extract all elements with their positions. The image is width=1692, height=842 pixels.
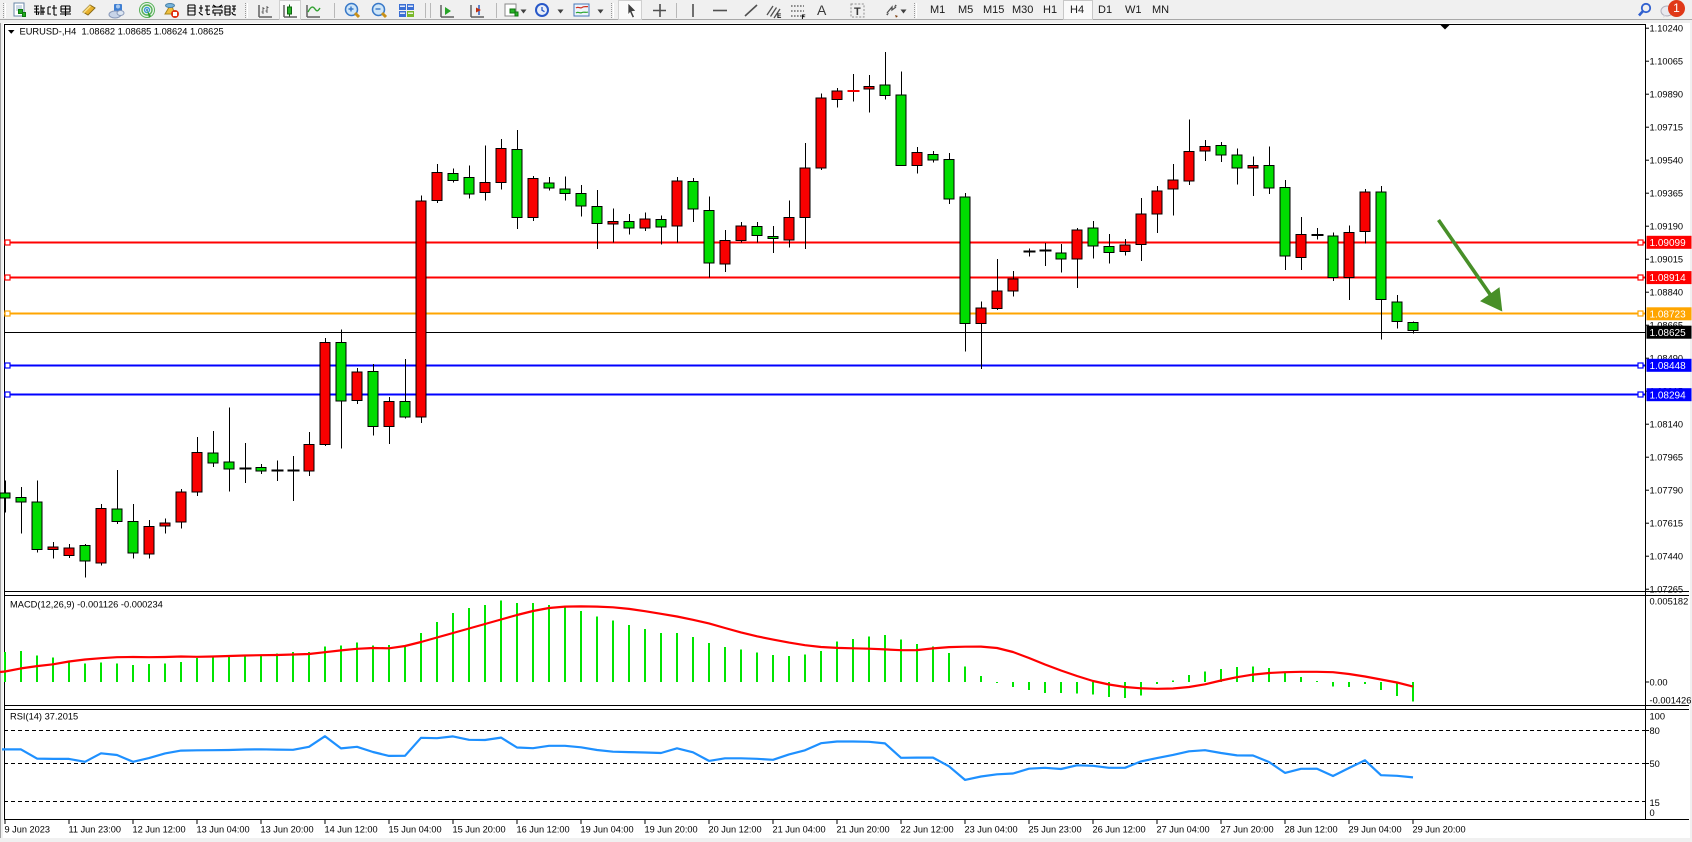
svg-text:19 Jun 20:00: 19 Jun 20:00 [645,824,698,834]
svg-text:9 Jun 2023: 9 Jun 2023 [5,824,50,834]
svg-text:T: T [854,6,861,18]
svg-text:1.09540: 1.09540 [1650,156,1684,166]
svg-text:1.07790: 1.07790 [1650,486,1684,496]
svg-text:50: 50 [1650,759,1660,769]
svg-text:1.09715: 1.09715 [1650,123,1684,133]
svg-text:100: 100 [1650,712,1666,722]
svg-text:1.07615: 1.07615 [1650,519,1684,529]
svg-text:1.07440: 1.07440 [1650,552,1684,562]
svg-text:1.09890: 1.09890 [1650,90,1684,100]
svg-text:21 Jun 20:00: 21 Jun 20:00 [837,824,890,834]
svg-text:27 Jun 04:00: 27 Jun 04:00 [1157,824,1210,834]
svg-text:11 Jun 23:00: 11 Jun 23:00 [69,824,121,834]
svg-text:22 Jun 12:00: 22 Jun 12:00 [901,824,954,834]
svg-text:1.08723: 1.08723 [1650,309,1687,320]
svg-text:80: 80 [1650,726,1660,736]
svg-text:12 Jun 12:00: 12 Jun 12:00 [133,824,186,834]
svg-text:0.005182: 0.005182 [1650,597,1689,607]
svg-text:1.10065: 1.10065 [1650,57,1684,67]
svg-text:MACD(12,26,9) -0.001126 -0.000: MACD(12,26,9) -0.001126 -0.000234 [10,599,163,609]
svg-text:27 Jun 20:00: 27 Jun 20:00 [1221,824,1274,834]
svg-text:0: 0 [1650,808,1655,818]
svg-text:RSI(14) 37.2015: RSI(14) 37.2015 [10,712,78,722]
svg-text:28 Jun 12:00: 28 Jun 12:00 [1285,824,1338,834]
svg-text:29 Jun 20:00: 29 Jun 20:00 [1413,824,1466,834]
svg-text:1.09099: 1.09099 [1650,238,1687,249]
svg-text:25 Jun 23:00: 25 Jun 23:00 [1029,824,1082,834]
svg-text:1.08294: 1.08294 [1650,390,1687,401]
svg-text:1.08140: 1.08140 [1650,420,1684,430]
svg-text:16 Jun 12:00: 16 Jun 12:00 [517,824,570,834]
svg-text:13 Jun 04:00: 13 Jun 04:00 [197,824,250,834]
svg-text:15: 15 [1650,798,1660,808]
svg-text:1.07265: 1.07265 [1650,585,1684,595]
svg-text:1.09015: 1.09015 [1650,255,1684,265]
svg-text:EURUSD-,H4 1.08682 1.08685 1.: EURUSD-,H4 1.08682 1.08685 1.08624 1.086… [20,27,224,37]
svg-text:19 Jun 04:00: 19 Jun 04:00 [581,824,634,834]
svg-text:1.10240: 1.10240 [1650,24,1684,34]
svg-text:21 Jun 04:00: 21 Jun 04:00 [773,824,826,834]
svg-text:1.07965: 1.07965 [1650,453,1684,463]
svg-text:15 Jun 20:00: 15 Jun 20:00 [453,824,506,834]
svg-text:1.08448: 1.08448 [1650,361,1687,372]
svg-text:-0.001426: -0.001426 [1650,695,1692,705]
svg-text:20 Jun 12:00: 20 Jun 12:00 [709,824,762,834]
svg-text:1.09365: 1.09365 [1650,189,1684,199]
svg-text:29 Jun 04:00: 29 Jun 04:00 [1349,824,1402,834]
svg-text:1.08665: 1.08665 [1650,321,1684,331]
svg-text:1.08490: 1.08490 [1650,354,1684,364]
svg-text:26 Jun 12:00: 26 Jun 12:00 [1093,824,1146,834]
svg-text:1.08840: 1.08840 [1650,288,1684,298]
svg-text:1.08914: 1.08914 [1650,273,1687,284]
svg-text:1.08625: 1.08625 [1650,328,1687,339]
svg-text:15 Jun 04:00: 15 Jun 04:00 [389,824,442,834]
svg-text:13 Jun 20:00: 13 Jun 20:00 [261,824,314,834]
svg-text:E: E [777,13,782,20]
svg-text:23 Jun 04:00: 23 Jun 04:00 [965,824,1018,834]
svg-text:F: F [802,14,806,20]
svg-text:0.00: 0.00 [1650,677,1668,687]
svg-text:14 Jun 12:00: 14 Jun 12:00 [325,824,378,834]
svg-text:1.09190: 1.09190 [1650,222,1684,232]
